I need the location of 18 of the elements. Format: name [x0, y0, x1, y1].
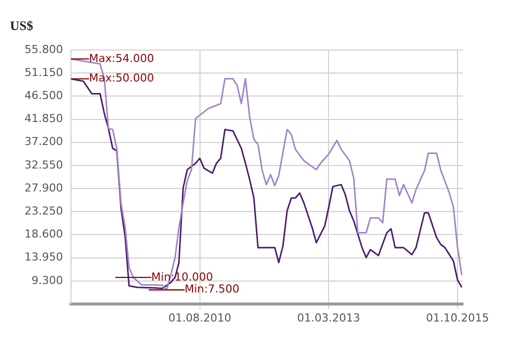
y-tick-label: 37.200: [24, 135, 63, 148]
y-axis-title: US$: [10, 18, 34, 33]
y-tick-label: 51.150: [24, 66, 63, 79]
x-tick-label: 01.03.2013: [297, 311, 360, 324]
y-tick-label: 41.850: [24, 112, 63, 126]
y-tick-label: 23.250: [24, 204, 63, 218]
annotation: Min:7.500: [184, 282, 240, 296]
y-tick-label: 55.800: [24, 42, 63, 56]
y-tick-label: 27.900: [24, 181, 63, 194]
y-tick-label: 46.500: [24, 89, 63, 102]
x-tick-label: 01.10.2015: [426, 311, 490, 324]
y-tick-label: 9.300: [32, 274, 63, 287]
x-tick-label: 01.08.2010: [168, 311, 232, 324]
y-tick-label: 18.600: [24, 228, 63, 241]
annotation: Max:54.000: [89, 52, 154, 65]
annotation: Max:50.000: [89, 72, 154, 85]
y-tick-label: 32.550: [24, 158, 63, 172]
y-tick-label: 13.950: [24, 250, 63, 264]
